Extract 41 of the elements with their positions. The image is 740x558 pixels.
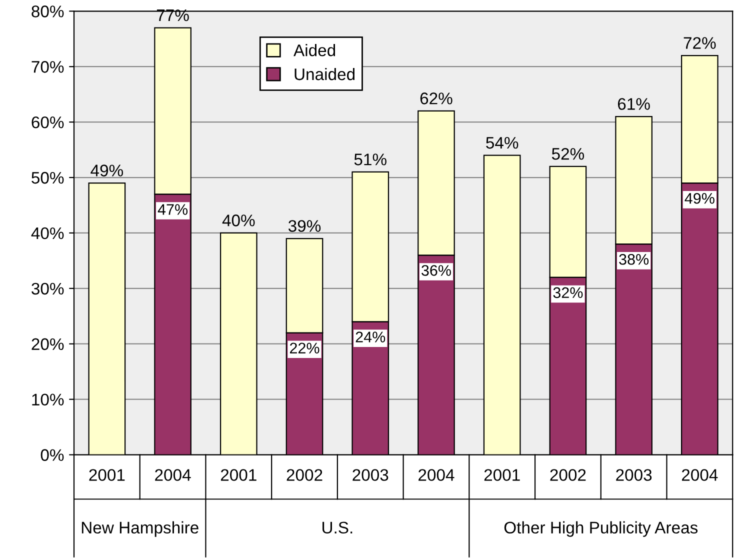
x-tick-label: 2001	[220, 469, 256, 481]
x-tick-label: 2001	[484, 469, 520, 481]
x-tick-label: 2003	[616, 469, 652, 481]
y-tick-label: 20%	[32, 338, 64, 350]
y-tick-label: 80%	[32, 6, 64, 18]
x-tick-label: 2004	[155, 469, 191, 481]
x-tick-label: 2003	[352, 469, 388, 481]
text: Other High Publicity Areas	[504, 521, 698, 537]
y-tick-label: 70%	[32, 61, 64, 73]
total-label: 39%	[288, 220, 321, 232]
text: New Hampshire	[82, 521, 198, 537]
total-label: 52%	[552, 148, 584, 160]
data-label: 49%	[684, 192, 714, 204]
y-tick-label: 40%	[31, 227, 64, 240]
text: U.S.	[322, 522, 352, 534]
y-tick-label: 30%	[32, 282, 64, 295]
total-label: 62%	[420, 92, 452, 104]
total-label: 77%	[156, 9, 189, 22]
x-tick-label: 2002	[550, 469, 586, 481]
total-label: 40%	[222, 214, 255, 226]
total-label: 49%	[90, 164, 124, 176]
legend-label: Aided	[294, 44, 336, 56]
x-tick-label: 2004	[682, 469, 718, 481]
data-label: 24%	[356, 332, 386, 342]
total-label: 51%	[354, 154, 386, 166]
y-tick-label: 60%	[32, 116, 64, 128]
x-tick-label: 2001	[89, 469, 125, 481]
y-tick-label: 0%	[40, 449, 64, 461]
data-label: 32%	[553, 287, 583, 298]
data-label: 36%	[422, 265, 451, 276]
legend-label: Unaided	[294, 68, 354, 80]
data-label: 47%	[158, 204, 188, 215]
data-label: 38%	[619, 254, 649, 265]
x-tick-label: 2004	[418, 469, 454, 481]
total-label: 61%	[618, 98, 650, 110]
y-tick-label: 10%	[32, 394, 64, 406]
data-label: 22%	[290, 342, 320, 354]
y-tick-label: 50%	[32, 172, 64, 184]
x-tick-label: 2002	[286, 469, 322, 481]
total-label: 54%	[486, 136, 518, 149]
total-label: 72%	[684, 37, 716, 49]
